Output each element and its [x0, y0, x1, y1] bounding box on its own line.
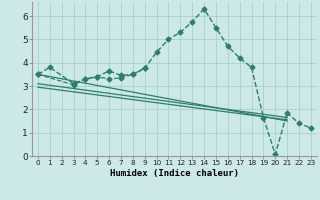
X-axis label: Humidex (Indice chaleur): Humidex (Indice chaleur)	[110, 169, 239, 178]
